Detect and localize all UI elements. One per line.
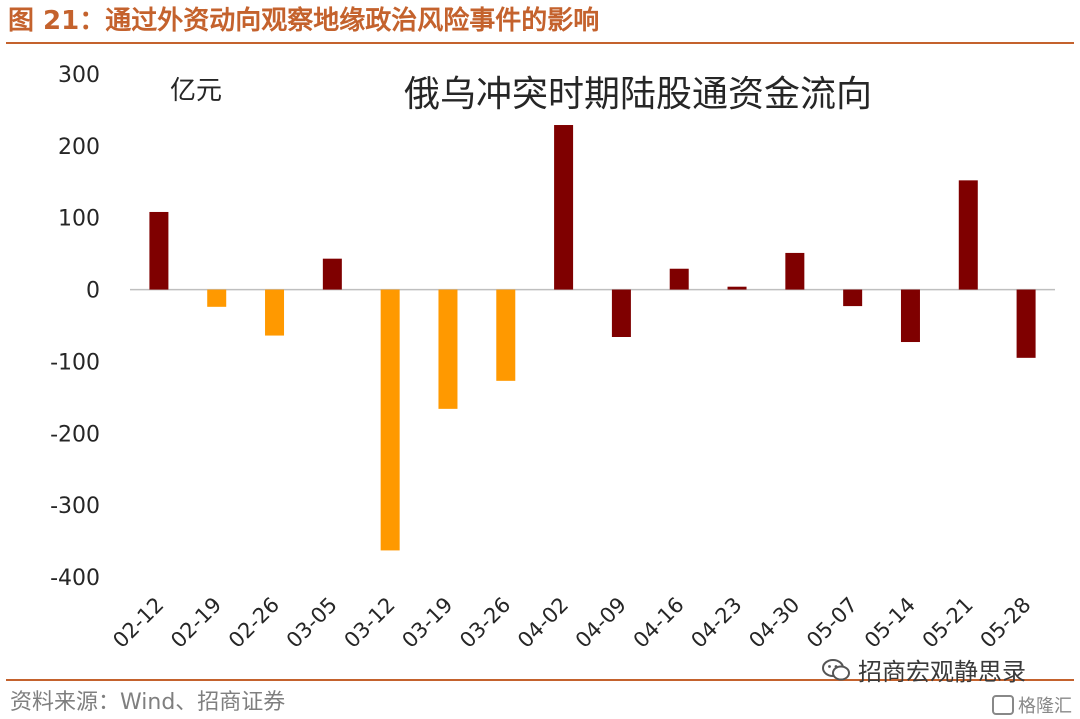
y-axis-ticks: 300 200 100 0 -100 -200 -300 -400 xyxy=(50,63,100,591)
watermark-secondary: 格隆汇 xyxy=(992,692,1072,718)
bar-03-26 xyxy=(496,289,516,381)
x-tick-label: 04-02 xyxy=(513,593,573,653)
x-tick-label: 04-30 xyxy=(744,593,804,653)
bar-02-26 xyxy=(265,289,285,336)
x-tick-label: 03-19 xyxy=(397,593,457,653)
bar-03-19 xyxy=(438,289,458,409)
bar-05-21 xyxy=(958,180,978,290)
footer-divider xyxy=(6,679,1074,681)
y-tick-label: -400 xyxy=(50,566,100,591)
y-tick-label: 0 xyxy=(86,279,100,304)
x-axis-labels: 02-1202-1902-2603-0503-1203-1903-2604-02… xyxy=(108,593,1035,653)
bar-04-02 xyxy=(554,125,574,290)
bar-04-09 xyxy=(611,289,631,337)
y-tick-label: 100 xyxy=(58,207,100,232)
bar-05-28 xyxy=(1016,289,1036,358)
watermark-secondary-text: 格隆汇 xyxy=(1018,696,1072,717)
bar-03-12 xyxy=(380,289,400,551)
x-tick-label: 04-16 xyxy=(629,593,689,653)
title-divider xyxy=(6,42,1074,44)
watermark-text: 招商宏观静思录 xyxy=(858,658,1026,686)
x-tick-label: 03-26 xyxy=(455,593,515,653)
bar-chart: 300 200 100 0 -100 -200 -300 -400 02-1202-1902-… xyxy=(50,63,1055,653)
y-tick-label: -200 xyxy=(50,422,100,447)
x-tick-label: 02-12 xyxy=(108,593,168,653)
bar-series xyxy=(149,125,1036,551)
x-tick-label: 05-14 xyxy=(860,593,920,653)
gelonghui-logo-icon xyxy=(992,695,1014,715)
bar-05-07 xyxy=(843,289,863,307)
wechat-icon xyxy=(822,658,850,680)
x-tick-label: 02-19 xyxy=(166,593,226,653)
x-tick-label: 03-12 xyxy=(340,593,400,653)
y-tick-label: 200 xyxy=(58,135,100,160)
chart-title: 俄乌冲突时期陆股通资金流向 xyxy=(404,74,872,115)
source-note: 资料来源：Wind、招商证券 xyxy=(10,690,286,715)
x-tick-label: 02-26 xyxy=(224,593,284,653)
bar-04-16 xyxy=(669,268,689,290)
y-axis-unit-label: 亿元 xyxy=(170,76,222,106)
bar-02-12 xyxy=(149,211,169,290)
y-tick-label: 300 xyxy=(58,63,100,88)
x-tick-label: 04-09 xyxy=(571,593,631,653)
bar-05-14 xyxy=(900,289,920,343)
watermark: 招商宏观静思录 xyxy=(822,652,1026,687)
bar-04-23 xyxy=(727,286,747,290)
bar-02-19 xyxy=(207,289,227,307)
x-tick-label: 05-21 xyxy=(918,593,978,653)
x-tick-label: 05-07 xyxy=(802,593,862,653)
bar-04-30 xyxy=(785,252,805,290)
x-tick-label: 03-05 xyxy=(282,593,342,653)
y-tick-label: -300 xyxy=(50,494,100,519)
x-tick-label: 05-28 xyxy=(976,593,1036,653)
figure-title: 图 21：通过外资动向观察地缘政治风险事件的影响 xyxy=(8,6,600,36)
x-tick-label: 04-23 xyxy=(686,593,746,653)
bar-03-05 xyxy=(322,258,342,290)
y-tick-label: -100 xyxy=(50,350,100,375)
